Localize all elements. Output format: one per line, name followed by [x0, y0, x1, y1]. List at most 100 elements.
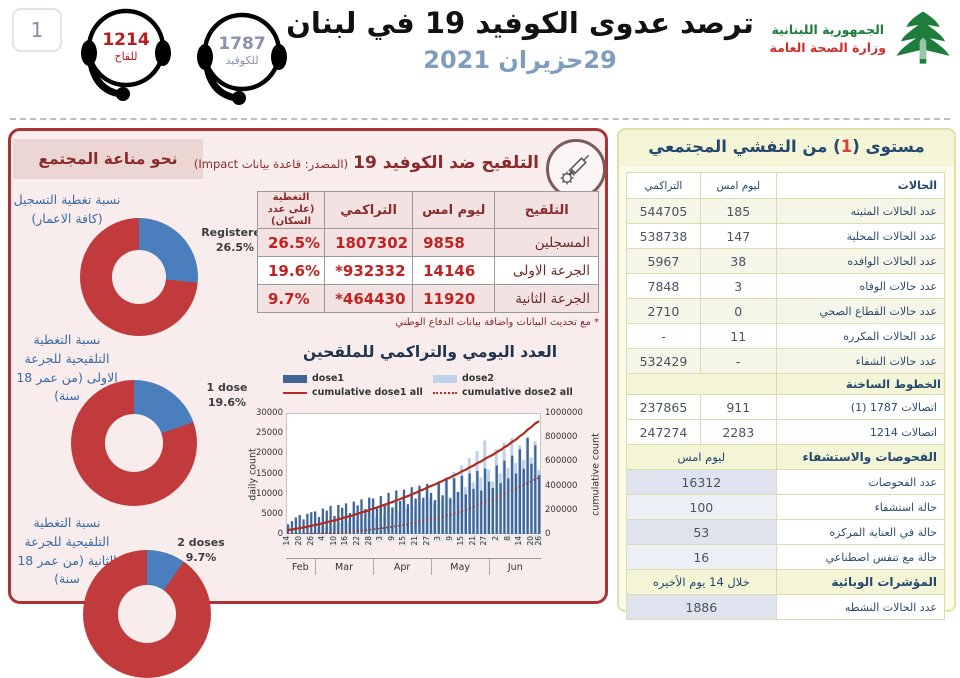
vax-col-header: ليوم امس [412, 191, 496, 229]
vaccine-syringe-icon [546, 139, 606, 199]
x-axis-tick: 14 [514, 535, 524, 547]
report-title: ترصد عدوى الكوفيد 19 في لبنان [286, 6, 754, 40]
hotline-vaccine-number: 1214 [102, 30, 150, 50]
right-axis-tick: 1000000 [545, 408, 583, 418]
outbreak-col-yesterday: ليوم امس [699, 172, 777, 199]
daily-cumulative-chart-title: العدد اليومي والتراكمي للملقحين [302, 343, 558, 361]
vaccination-footnote: * مع تحديث البيانات واضافة بيانات الدفاع… [395, 317, 599, 328]
hotline-covid-badge: 1787 للكوفيد [192, 6, 292, 106]
legend-swatch [433, 391, 457, 394]
vax-col-header: التراكمي [324, 191, 414, 229]
legend-item-dose1: dose1 [283, 373, 433, 384]
outbreak-cumulative-value: - [626, 323, 701, 349]
vax-yesterday-value: 11920 [412, 284, 496, 313]
outbreak-cumulative-value: 247274 [626, 419, 701, 445]
x-axis-tick: 22 [351, 535, 361, 547]
legend-swatch [283, 391, 307, 394]
outbreak-row-label: عدد الحالات الوافده [775, 248, 946, 274]
outbreak-row-label: عدد الحالات المكرره [775, 323, 946, 349]
legend-item-dose2: dose2 [433, 373, 583, 384]
donut-hole [117, 584, 177, 644]
vax-col-header: التلقيح [494, 191, 599, 229]
x-axis-tick: 3 [433, 535, 443, 542]
outbreak-span-value: 53 [626, 519, 777, 545]
outbreak-span-row: حالة مع تنفس اصطناعي 16 [626, 544, 946, 570]
donut-chart-1-dose [71, 380, 197, 506]
outbreak-row-label: عدد حالات الشفاء [775, 348, 946, 374]
ministry-name: الجمهورية اللبنانية وزارة الصحة العامة [770, 22, 886, 55]
outbreak-level-number: 1 [840, 137, 853, 156]
hotline-vaccine-label: للقاح [114, 50, 138, 63]
outbreak-section-label: الفحوصات والاستشفاء [775, 444, 946, 470]
outbreak-cumulative-value: 5967 [626, 248, 701, 274]
vax-row: الجرعة الاولى 14146 *932332 19.6% [256, 256, 599, 285]
outbreak-row-label: عدد الحالات النشطه [775, 594, 946, 620]
outbreak-section-row: الفحوصات والاستشفاء ليوم امس [626, 444, 946, 470]
vax-col-header: التغطية (على عدد السكان) [256, 191, 326, 229]
left-axis-tick: 5000 [261, 508, 283, 519]
daily-cumulative-chart [286, 413, 541, 534]
vax-cumulative-value: *932332 [324, 256, 414, 285]
outbreak-span-row: حالة استشفاء 100 [626, 494, 946, 520]
donut-annotation-registered: Registered 26.5% [201, 226, 269, 254]
hotline-covid-number: 1787 [218, 34, 266, 54]
outbreak-cumulative-value: 2710 [626, 298, 701, 324]
outbreak-cumulative-value: 7848 [626, 273, 701, 299]
outbreak-header-row: الحالات ليوم امس التراكمي [626, 172, 946, 199]
outbreak-panel-title: مستوى (1) من التفشي المجتمعي [619, 137, 954, 156]
vax-row: الجرعة الثانية 11920 *464430 9.7% [256, 284, 599, 313]
vaccination-source: (المصدر: قاعدة بيانات Impact) [193, 157, 349, 171]
outbreak-row: عدد حالات الشفاء -532429 [626, 348, 946, 374]
right-axis-title: cumulative count [590, 433, 602, 516]
outbreak-section-label: الخطوط الساخنة [775, 373, 946, 395]
x-axis-tick: 16 [340, 535, 350, 547]
outbreak-yesterday-value: 3 [699, 273, 777, 299]
month-label-feb: Feb [286, 559, 316, 575]
outbreak-yesterday-value: 11 [699, 323, 777, 349]
outbreak-cumulative-value: 538738 [626, 223, 701, 249]
x-axis-tick: 2 [491, 535, 501, 542]
outbreak-yesterday-value: 147 [699, 223, 777, 249]
vax-coverage-value: 26.5% [256, 228, 326, 257]
outbreak-yesterday-value: 185 [699, 198, 777, 224]
legend-swatch [433, 374, 457, 383]
month-label-jun: Jun [507, 561, 523, 573]
outbreak-row-label: حالة في العناية المركزه [775, 519, 946, 545]
x-axis-tick: 15 [398, 535, 408, 547]
legend-item-cumulative-dose1-all: cumulative dose1 all [283, 387, 433, 398]
outbreak-section-value: خلال 14 يوم الأخيره [626, 569, 777, 595]
outbreak-row: اتصالات 1787 (1) 911 237865 [626, 394, 946, 420]
vax-yesterday-value: 9858 [412, 228, 496, 257]
ministry-logo: الجمهورية اللبنانية وزارة الصحة العامة [768, 8, 954, 66]
vax-row: المسجلين 9858 1807302 26.5% [256, 228, 599, 257]
outbreak-span-value: 100 [626, 494, 777, 520]
community-immunity-panel: نحو مناعة المجتمع نسبة تغطية التسجيل (كا… [8, 128, 608, 678]
left-axis-tick: 10000 [255, 488, 283, 499]
headset-icon [81, 8, 171, 101]
hotline-vaccine-badge: 1214 للقاح [76, 2, 176, 102]
x-axis-tick: 27 [421, 535, 431, 547]
outbreak-section-row: المؤشرات الوبائية خلال 14 يوم الأخيره [626, 569, 946, 595]
right-axis-tick: 600000 [545, 456, 578, 467]
donut-chart-2-doses [83, 550, 211, 678]
outbreak-header-band [619, 130, 954, 166]
hotline-covid-label: للكوفيد [225, 54, 259, 67]
left-axis-tick: 0 [277, 529, 283, 539]
left-axis-tick: 15000 [255, 468, 283, 479]
x-axis-tick: 26 [533, 535, 543, 547]
x-axis-month-row: Feb Mar Apr May Jun [286, 558, 541, 575]
outbreak-row-label: اتصالات 1214 [775, 419, 946, 445]
vax-coverage-value: 19.6% [256, 256, 326, 285]
outbreak-span-row: عدد الحالات النشطه 1886 [626, 594, 946, 620]
left-axis-tick: 30000 [255, 408, 283, 418]
left-axis-tick: 25000 [255, 428, 283, 439]
legend-swatch [283, 374, 307, 383]
donut-hole [111, 249, 167, 305]
outbreak-row: اتصالات 1214 2283 247274 [626, 419, 946, 445]
x-axis-tick: 9 [386, 535, 396, 542]
outbreak-cumulative-value: 544705 [626, 198, 701, 224]
outbreak-panel: مستوى (1) من التفشي المجتمعي الحالات ليوم… [617, 128, 956, 620]
outbreak-row-label: عدد حالات الوفاه [775, 273, 946, 299]
outbreak-yesterday-value: - [699, 348, 777, 374]
outbreak-row-label: عدد الحالات المثبته [775, 198, 946, 224]
